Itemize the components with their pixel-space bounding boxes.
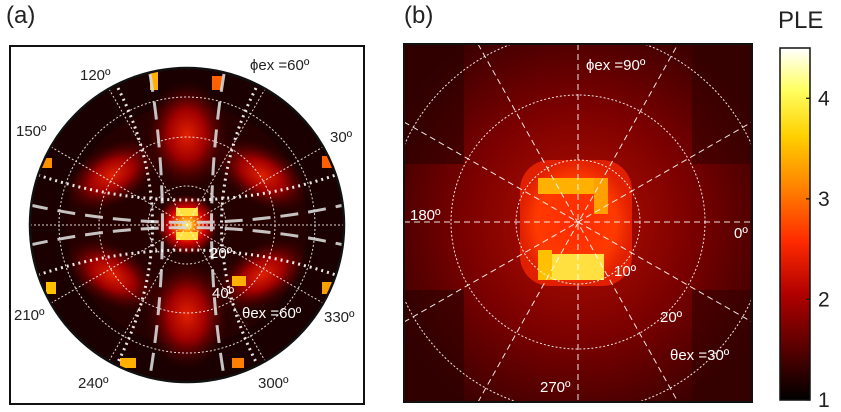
panel-b-bright-patch-top: [538, 178, 608, 194]
colorbar: PLE 1 2 3 4: [778, 7, 830, 412]
colorbar-tick-label: 1: [818, 389, 830, 412]
colorbar-title: PLE: [778, 7, 823, 34]
panel-a-radial-label: 40º: [212, 285, 235, 302]
panel-b-theta-annotation: θex =30º: [670, 347, 730, 364]
panel-b-angle-label: 270º: [540, 379, 571, 396]
panel-b-grid-spokes: [404, 44, 752, 402]
panel-a-angle-label: 30º: [330, 129, 353, 146]
panel-a-theta-annotation: θex =60º: [242, 305, 302, 322]
panel-a-label: (a): [6, 2, 36, 29]
panel-a-phi-annotation: ϕex =60º: [250, 57, 310, 74]
panel-a-angle-label: 120º: [80, 67, 111, 84]
panel-a-dashed-contours: [29, 73, 345, 377]
panel-b-frame: [403, 43, 753, 403]
panel-a-angle-label: 300º: [258, 375, 289, 392]
panel-b: ϕex =90º 180º 0º 270º 10º 20º θex =30º: [387, 31, 769, 412]
panel-b-angle-label: 0º: [734, 225, 748, 242]
colorbar-tick-label: 4: [818, 87, 830, 110]
panel-a-angle-label: 330º: [324, 309, 355, 326]
panel-a-heatmap: [42, 72, 332, 370]
colorbar-gradient: [779, 47, 811, 401]
panel-a-angle-label: 210º: [14, 307, 45, 324]
panel-a-angle-label: 240º: [78, 375, 109, 392]
colorbar-tick-label: 2: [818, 288, 830, 311]
panel-a-circle-border: [28, 66, 346, 384]
colorbar-tick-label: 3: [818, 188, 830, 211]
panel-b-radial-label: 10º: [614, 263, 637, 280]
panel-a-dotted-contours: [37, 87, 337, 363]
panel-a: 120º 150º 30º 210º 330º 240º 300º 20º 40…: [9, 45, 365, 405]
panel-b-angle-label: 180º: [410, 207, 441, 224]
panel-b-radial-label: 20º: [660, 309, 683, 326]
panel-b-label: (b): [404, 2, 434, 29]
panel-a-grid: [30, 88, 344, 362]
panel-a-angle-label: 150º: [16, 123, 47, 140]
panel-a-radial-label: 20º: [210, 245, 233, 262]
panel-b-phi-annotation: ϕex =90º: [586, 57, 646, 74]
